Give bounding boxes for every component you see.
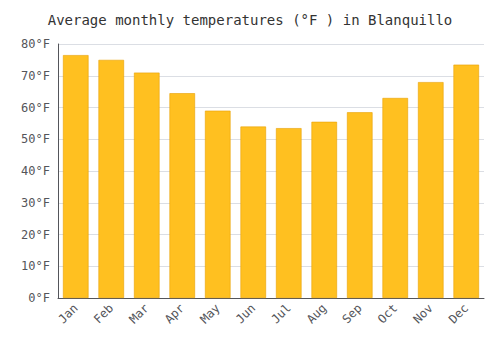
svg-text:Nov: Nov [410,301,435,326]
svg-text:40°F: 40°F [21,164,50,178]
svg-text:60°F: 60°F [21,101,50,115]
svg-text:Apr: Apr [162,301,187,326]
svg-text:70°F: 70°F [21,69,50,83]
svg-text:Jun: Jun [233,301,258,326]
svg-text:0°F: 0°F [28,291,50,305]
svg-text:10°F: 10°F [21,259,50,273]
svg-text:Jan: Jan [55,301,80,326]
svg-text:Dec: Dec [446,301,471,326]
svg-text:30°F: 30°F [21,196,50,210]
svg-text:Mar: Mar [126,301,151,326]
svg-text:May: May [197,301,222,326]
svg-text:Aug: Aug [304,301,329,326]
svg-text:Jul: Jul [268,301,293,326]
svg-text:Feb: Feb [91,301,116,326]
svg-text:Average monthly temperatures (: Average monthly temperatures (°F ) in Bl… [48,12,453,28]
svg-text:80°F: 80°F [21,37,50,51]
svg-text:20°F: 20°F [21,228,50,242]
svg-text:Sep: Sep [339,301,364,326]
svg-text:50°F: 50°F [21,132,50,146]
svg-text:Oct: Oct [375,301,400,326]
